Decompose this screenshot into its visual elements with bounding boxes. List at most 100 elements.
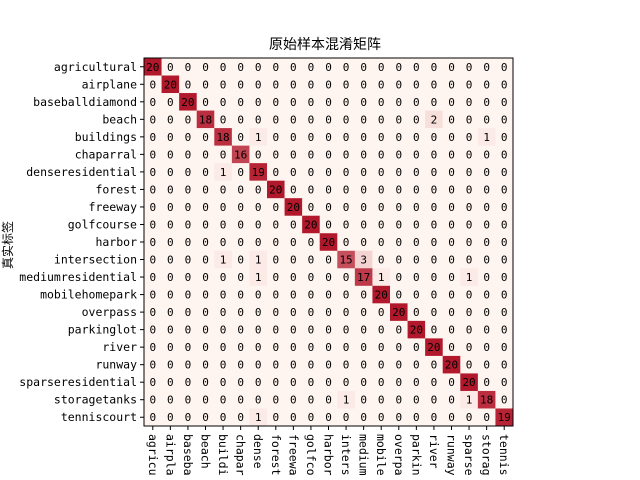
- cell-value: 0: [290, 96, 297, 109]
- cell-value: 0: [378, 254, 385, 267]
- heatmap-cell: [284, 408, 303, 427]
- cell-value: 0: [360, 411, 367, 424]
- heatmap-cell: [407, 373, 426, 392]
- cell-value: 0: [237, 254, 244, 267]
- heatmap-cell: [337, 268, 356, 287]
- heatmap-cell: [196, 75, 215, 94]
- cell-value: 0: [202, 236, 209, 249]
- heatmap-cell: [407, 110, 426, 129]
- cell-value: 2: [431, 113, 438, 126]
- heatmap-cell: [302, 285, 321, 304]
- cell-value: 0: [466, 78, 473, 91]
- cell-value: 0: [308, 78, 315, 91]
- heatmap-cell: [495, 303, 514, 322]
- heatmap-cell: [495, 390, 514, 409]
- heatmap-cell: [354, 145, 373, 164]
- heatmap-cell: [284, 163, 303, 181]
- heatmap-cell: [249, 93, 268, 111]
- cell-value: 0: [220, 376, 227, 389]
- cell-value: 0: [290, 341, 297, 354]
- x-tick-label: tennis: [497, 434, 511, 476]
- heatmap-cell: [249, 163, 268, 181]
- cell-value: 0: [255, 113, 262, 126]
- cell-value: 0: [360, 289, 367, 302]
- cell-value: 0: [395, 324, 402, 337]
- cell-value: 0: [501, 61, 508, 74]
- heatmap-cell: [425, 233, 444, 252]
- heatmap-cell: [267, 355, 285, 374]
- cell-value: 0: [220, 236, 227, 249]
- cell-value: 0: [149, 131, 156, 144]
- heatmap-cell: [179, 373, 198, 392]
- heatmap-cell: [284, 180, 303, 199]
- heatmap-cell: [390, 408, 408, 427]
- cell-value: 0: [255, 236, 262, 249]
- cell-value: 0: [308, 131, 315, 144]
- cell-value: 20: [410, 324, 423, 337]
- cell-value: 0: [466, 254, 473, 267]
- heatmap-cell: [284, 250, 303, 269]
- cell-value: 0: [149, 78, 156, 91]
- cell-value: 0: [185, 289, 192, 302]
- y-tick-label: agricultural: [54, 60, 137, 74]
- cell-value: 0: [149, 271, 156, 284]
- cell-value: 0: [360, 201, 367, 214]
- heatmap-cell: [231, 285, 250, 304]
- heatmap-cell: [179, 390, 198, 409]
- heatmap-cell: [179, 408, 198, 427]
- heatmap-cell: [144, 355, 162, 374]
- heatmap-cell: [214, 163, 233, 181]
- cell-value: 0: [308, 394, 315, 407]
- cell-value: 0: [360, 113, 367, 126]
- heatmap-cell: [284, 303, 303, 322]
- cell-value: 0: [378, 236, 385, 249]
- cell-value: 0: [149, 306, 156, 319]
- cell-value: 0: [466, 359, 473, 372]
- heatmap-cell: [214, 373, 233, 392]
- heatmap-cell: [425, 390, 444, 409]
- heatmap-cell: [354, 110, 373, 129]
- heatmap-cell: [196, 373, 215, 392]
- cell-value: 0: [149, 359, 156, 372]
- cell-value: 0: [167, 341, 174, 354]
- heatmap-cell: [337, 145, 356, 164]
- heatmap-cell: [442, 110, 461, 129]
- heatmap-cell: [390, 373, 408, 392]
- heatmap-cell: [179, 338, 198, 357]
- cell-value: 0: [360, 218, 367, 231]
- heatmap-cell: [249, 58, 268, 76]
- cell-value: 0: [360, 78, 367, 91]
- heatmap-cell: [196, 408, 215, 427]
- cell-value: 0: [202, 61, 209, 74]
- cell-value: 0: [413, 271, 420, 284]
- cell-value: 0: [466, 113, 473, 126]
- cell-value: 0: [413, 166, 420, 179]
- heatmap-cell: [319, 128, 338, 146]
- cell-value: 0: [360, 96, 367, 109]
- x-tick-label: freewa: [286, 434, 300, 476]
- cell-value: 0: [290, 131, 297, 144]
- heatmap-cell: [144, 58, 162, 76]
- cell-value: 0: [149, 113, 156, 126]
- heatmap-cell: [249, 128, 268, 146]
- heatmap-cell: [390, 250, 408, 269]
- cell-value: 0: [431, 183, 438, 196]
- heatmap-cell: [442, 250, 461, 269]
- heatmap-cell: [144, 285, 162, 304]
- cell-value: 0: [149, 254, 156, 267]
- heatmap-cell: [231, 338, 250, 357]
- heatmap-cell: [319, 233, 338, 252]
- heatmap-cell: [354, 408, 373, 427]
- cell-value: 0: [378, 113, 385, 126]
- heatmap-cell: [267, 250, 285, 269]
- cell-value: 0: [149, 394, 156, 407]
- heatmap-cell: [161, 58, 180, 76]
- heatmap-cell: [267, 198, 285, 217]
- cell-value: 0: [343, 113, 350, 126]
- heatmap-cell: [477, 233, 496, 252]
- cell-value: 0: [185, 201, 192, 214]
- cell-value: 0: [255, 324, 262, 337]
- cell-value: 0: [431, 411, 438, 424]
- heatmap-cell: [231, 180, 250, 199]
- heatmap-cell: [267, 338, 285, 357]
